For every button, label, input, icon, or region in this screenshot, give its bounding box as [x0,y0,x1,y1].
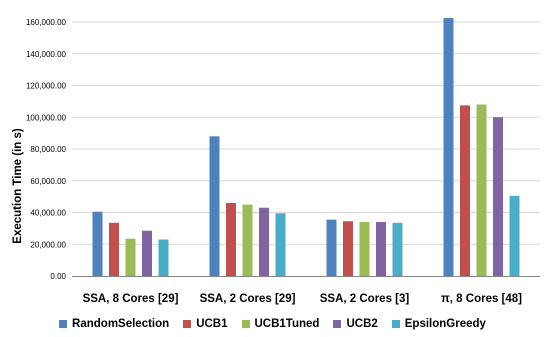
y-tick-label: 160,000.00 [26,18,67,27]
legend-item: UCB1 [183,318,228,330]
legend-swatch [391,320,400,328]
bar [476,104,487,276]
legend: RandomSelection UCB1 UCB1Tuned UCB2 EpsilonG… [0,318,545,330]
category-label: SSA, 8 Cores [29] [83,293,179,305]
bar [125,238,136,276]
category-labels: SSA, 8 Cores [29] SSA, 2 Cores [29] SSA, 2… [83,293,523,305]
y-axis-title: Execution Time (in s) [12,128,24,244]
y-tick-label: 20,000.00 [30,240,66,249]
category-label: SSA, 2 Cores [3] [320,293,410,305]
legend-item: EpsilonGreedy [391,318,486,330]
y-tick-label: 60,000.00 [30,177,66,186]
bar [226,202,236,276]
bar [142,230,152,276]
y-tick-label: 0.00 [50,272,66,281]
bar [493,117,503,276]
bar [242,204,253,276]
legend-item: UCB2 [333,318,378,330]
bar [343,221,353,276]
bar [109,222,119,276]
legend-swatch [183,320,192,328]
bar [259,207,269,276]
legend-label: EpsilonGreedy [404,318,486,330]
bar [460,105,470,276]
bars [92,18,520,276]
bar [209,136,220,276]
legend-label: UCB1Tuned [254,318,320,330]
y-tick-label: 80,000.00 [30,145,66,154]
legend-label: UCB2 [346,318,378,330]
bar [509,195,520,276]
y-tick-label: 120,000.00 [26,82,67,91]
bar [326,219,337,276]
bar [275,213,286,276]
legend-swatch [59,320,68,328]
bar [92,211,103,276]
bar [359,222,370,276]
legend-swatch [333,320,342,328]
bar [392,222,403,276]
bar [443,18,454,276]
legend-item: UCB1Tuned [241,318,320,330]
category-label: π, 8 Cores [48] [441,293,522,305]
category-label: SSA, 2 Cores [29] [200,293,296,305]
legend-swatch [241,320,250,328]
bar [158,239,169,276]
legend-label: UCB1 [196,318,228,330]
bar [376,222,386,276]
y-tick-label: 40,000.00 [30,209,66,218]
y-tick-label: 100,000.00 [26,113,67,122]
legend-label: RandomSelection [72,318,170,330]
y-tick-labels: 0.00 20,000.00 40,000.00 60,000.00 80,000.00… [26,18,67,281]
y-tick-label: 140,000.00 [26,50,67,59]
legend-item: RandomSelection [59,318,169,330]
gridlines [72,21,540,245]
